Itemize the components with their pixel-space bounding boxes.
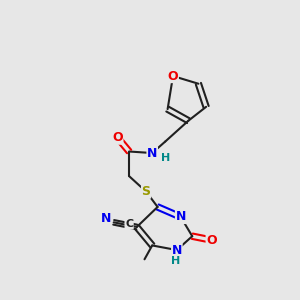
- Text: N: N: [176, 211, 186, 224]
- Text: H: H: [161, 153, 171, 163]
- Text: N: N: [101, 212, 111, 225]
- Text: O: O: [206, 233, 217, 247]
- Text: N: N: [147, 146, 158, 160]
- Text: N: N: [172, 244, 182, 256]
- Text: H: H: [171, 256, 180, 266]
- Text: O: O: [168, 70, 178, 83]
- Text: S: S: [142, 185, 151, 198]
- Text: C: C: [125, 219, 133, 229]
- Text: O: O: [112, 131, 123, 144]
